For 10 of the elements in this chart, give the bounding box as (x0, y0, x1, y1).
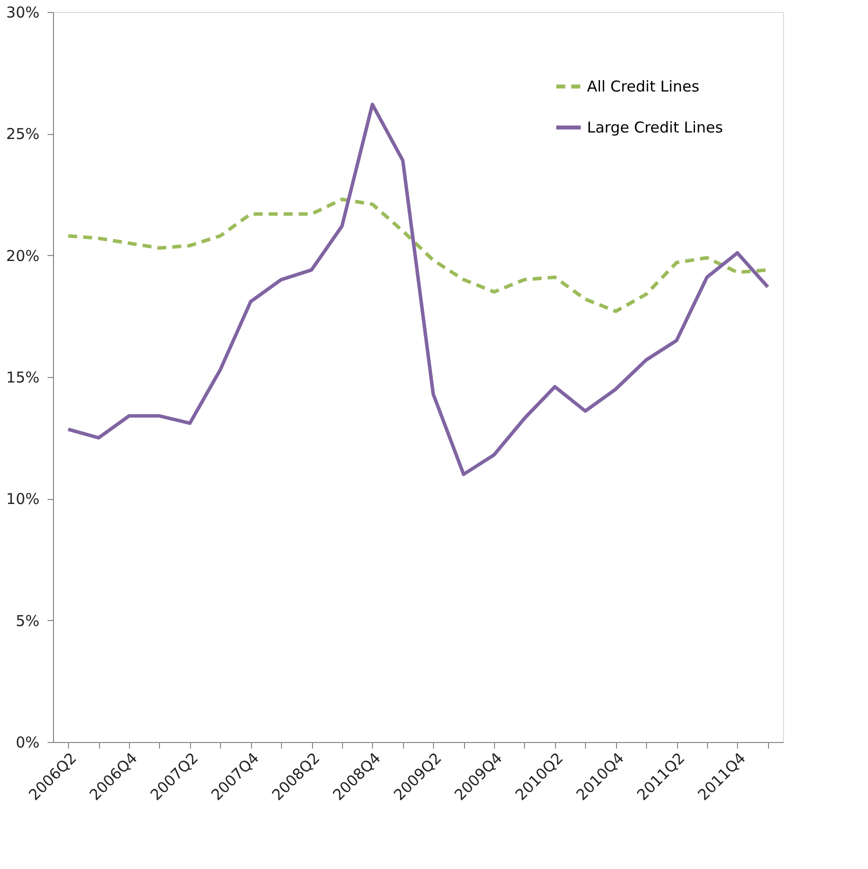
line-series (66, 102, 770, 476)
y-tick-label: 20% (6, 246, 40, 265)
y-tick-label: 25% (6, 125, 40, 144)
y-tick-label: 5% (16, 612, 40, 630)
y-tick-label: 0% (16, 734, 40, 752)
legend-label: All Credit Lines (587, 78, 700, 96)
y-tick-label: 10% (6, 490, 40, 508)
y-tick-label: 30% (6, 4, 40, 22)
y-tick-label: 15% (6, 368, 40, 386)
legend-label: Large Credit Lines (587, 118, 724, 136)
